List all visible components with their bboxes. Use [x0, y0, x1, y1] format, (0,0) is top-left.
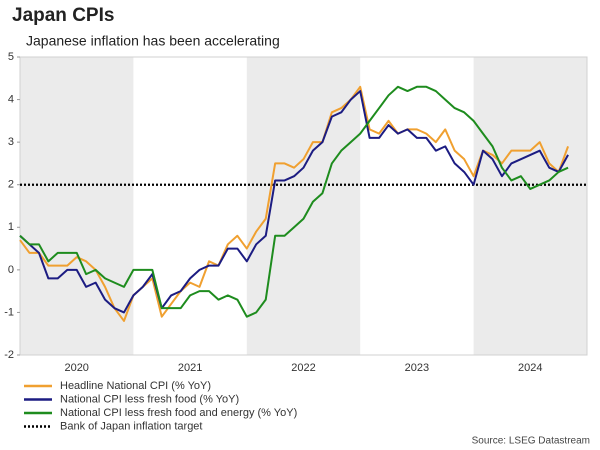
- y-tick-label: -2: [4, 349, 14, 361]
- y-tick-label: 4: [8, 93, 14, 105]
- legend-label: Bank of Japan inflation target: [60, 420, 202, 432]
- chart-subtitle: Japanese inflation has been accelerating: [26, 33, 280, 49]
- y-tick-label: -1: [4, 306, 14, 318]
- shaded-band: [20, 57, 134, 355]
- y-tick-label: 3: [8, 136, 14, 148]
- x-tick-label: 2023: [405, 362, 429, 374]
- series-line: [19, 90, 569, 314]
- y-tick-label: 1: [8, 221, 14, 233]
- series-line: [19, 85, 570, 322]
- chart-title: Japan CPIs: [12, 5, 114, 26]
- legend-label: Headline National CPI (% YoY): [60, 380, 211, 392]
- y-tick-label: 2: [8, 179, 14, 191]
- x-tick-label: 2020: [64, 362, 88, 374]
- y-tick-label: 0: [8, 264, 14, 276]
- plot-frame: [19, 56, 588, 356]
- source: Source: LSEG Datastream: [472, 436, 590, 447]
- x-tick-label: 2024: [518, 362, 542, 374]
- shaded-band: [473, 57, 587, 355]
- x-tick-label: 2021: [178, 362, 202, 374]
- series-line: [19, 85, 569, 318]
- legend-label: National CPI less fresh food (% YoY): [60, 393, 239, 405]
- legend-label: National CPI less fresh food and energy …: [60, 407, 297, 419]
- y-tick-label: 5: [8, 51, 14, 63]
- shaded-band: [246, 57, 361, 355]
- x-tick-label: 2022: [291, 362, 315, 374]
